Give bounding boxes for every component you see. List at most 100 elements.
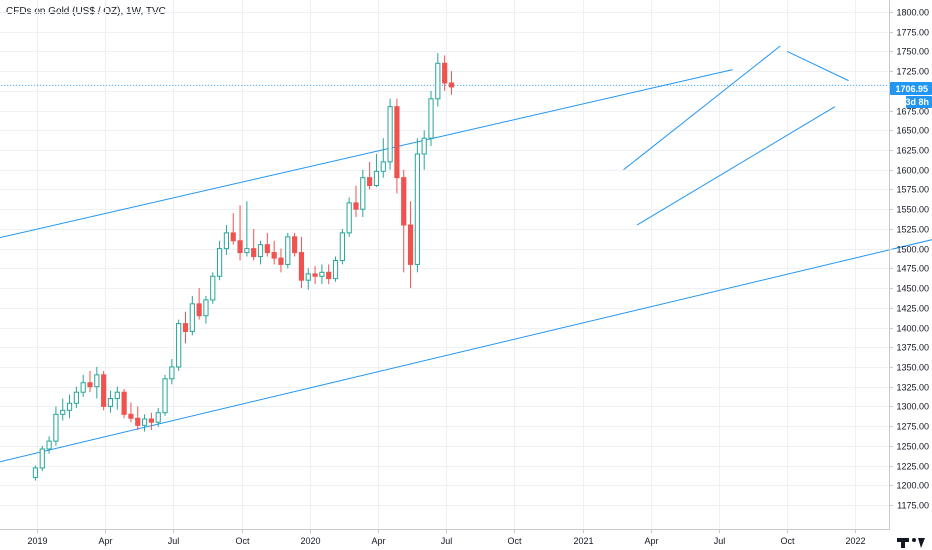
candle-body	[73, 391, 79, 404]
candle	[414, 138, 420, 273]
candle	[94, 366, 100, 399]
candle	[46, 436, 52, 454]
wedge-top[interactable]	[786, 50, 849, 82]
x-tick-label: Jul	[714, 536, 726, 546]
candle-body	[251, 248, 257, 258]
y-tick-label: 1775.00	[896, 28, 929, 38]
candle-body	[332, 259, 339, 280]
candle-body	[216, 248, 223, 277]
x-tick-label: Oct	[780, 536, 795, 546]
x-tick-label: Oct	[235, 536, 250, 546]
candle-body	[182, 323, 189, 332]
candle	[182, 311, 189, 344]
y-tick-label: 1500.00	[896, 245, 929, 255]
y-tick-label: 1200.00	[896, 481, 929, 491]
candle-body	[442, 62, 448, 84]
candle	[271, 240, 277, 265]
channel-lower[interactable]	[0, 209, 932, 479]
y-tick-label: 1575.00	[896, 185, 929, 195]
x-tick-label: Apr	[98, 536, 112, 546]
candle-body	[80, 382, 86, 393]
candle	[326, 264, 332, 285]
y-tick-label: 1625.00	[896, 146, 929, 156]
y-tick-label: 1750.00	[896, 47, 929, 57]
x-tick-label: Apr	[644, 536, 658, 546]
candle-body	[373, 170, 380, 187]
candle	[394, 98, 400, 194]
candle	[216, 240, 223, 281]
candle	[210, 272, 216, 304]
candle-body	[60, 409, 66, 415]
candle	[401, 169, 407, 273]
candle-body	[107, 398, 114, 407]
candle	[196, 288, 202, 320]
countdown-value: 3d 8h	[905, 97, 929, 107]
candle	[237, 205, 243, 261]
candle	[346, 197, 352, 237]
candle	[332, 256, 339, 282]
candle-body	[244, 248, 250, 254]
candle	[312, 265, 318, 285]
candle-body	[223, 232, 230, 250]
time-axis[interactable]: 2019 Apr Jul Oct 2020 Apr Jul Oct 2021 Apr Jul Oct 2…	[27, 529, 866, 546]
candle	[278, 248, 284, 273]
candle	[203, 295, 209, 324]
wedge-left[interactable]	[623, 45, 781, 171]
candle-body	[367, 177, 373, 187]
candle-body	[135, 417, 141, 426]
y-tick-label: 1300.00	[896, 402, 929, 412]
candle-body	[346, 202, 352, 234]
y-tick-label: 1375.00	[896, 343, 929, 353]
candle	[169, 359, 175, 385]
candle-body	[237, 240, 243, 254]
price-badge-value: 1706.95	[895, 84, 928, 94]
y-tick-label: 1450.00	[896, 284, 929, 294]
x-tick-label: Apr	[371, 536, 385, 546]
trendlines[interactable]	[0, 45, 932, 479]
wedge-bottom[interactable]	[636, 106, 836, 226]
candle	[73, 386, 79, 408]
candle-body	[305, 273, 311, 281]
candle	[114, 386, 120, 410]
candle-body	[39, 448, 45, 469]
candle	[101, 370, 107, 411]
candle-body	[189, 303, 195, 332]
candle-body	[162, 378, 168, 414]
price-axis[interactable]: 1175.00 1200.00 1225.00 1250.00 1275.00 1300.…	[889, 8, 929, 511]
candle-body	[128, 413, 134, 419]
candle	[87, 370, 93, 393]
y-tick-label: 1800.00	[896, 8, 929, 18]
candle-body	[285, 236, 291, 265]
candle-body	[155, 412, 161, 423]
candle	[421, 130, 427, 170]
candle	[189, 295, 195, 336]
candle-body	[448, 82, 455, 88]
candle-body	[298, 252, 305, 281]
y-tick-label: 1550.00	[896, 205, 929, 215]
candle	[176, 319, 182, 371]
candle-body	[339, 232, 345, 261]
candle	[39, 445, 45, 472]
y-tick-label: 1400.00	[896, 324, 929, 334]
candle	[360, 169, 366, 218]
candle	[435, 53, 441, 107]
candle	[428, 90, 434, 147]
candle-body	[264, 244, 270, 254]
y-tick-label: 1275.00	[896, 422, 929, 432]
candle	[319, 264, 325, 285]
candle-body	[176, 323, 182, 368]
candle	[442, 55, 448, 91]
candle-body	[169, 366, 175, 380]
candle	[128, 402, 134, 423]
x-tick-label: Jul	[168, 536, 180, 546]
candle	[257, 240, 264, 265]
candle	[387, 98, 393, 170]
channel-upper[interactable]	[0, 69, 733, 251]
candle-body	[435, 62, 441, 100]
x-tick-label: 2020	[300, 536, 320, 546]
candle	[148, 412, 154, 431]
candle	[353, 185, 359, 218]
y-tick-label: 1325.00	[896, 383, 929, 393]
y-tick-label: 1525.00	[896, 225, 929, 235]
